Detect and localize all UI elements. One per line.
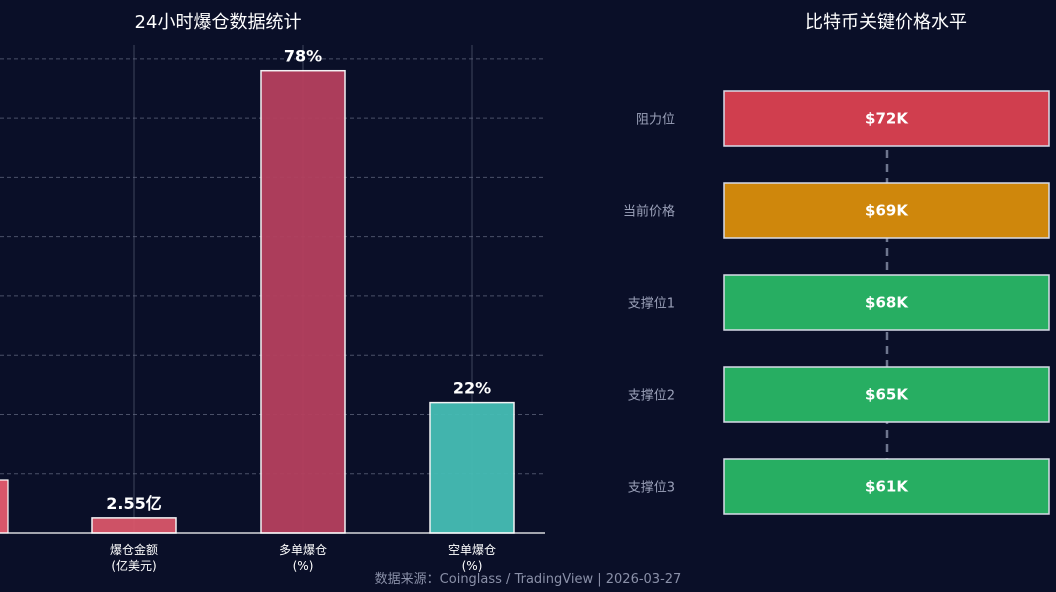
bar-data-label-0: 2.55亿 — [106, 494, 161, 513]
x-tick-label-2: 空单爆仓 — [448, 543, 496, 557]
bar-data-label-1: 78% — [284, 47, 322, 66]
level-box-4 — [723, 458, 1050, 515]
clipped-bar — [0, 479, 9, 534]
level-name-3: 支撑位2 — [628, 389, 675, 404]
x-tick-sublabel-1: (%) — [293, 559, 314, 573]
level-value-2: $68K — [865, 294, 909, 312]
level-name-2: 支撑位1 — [628, 297, 675, 312]
bar-1 — [260, 69, 346, 534]
level-name-0: 阻力位 — [636, 113, 675, 128]
liquidation-chart-title: 24小时爆仓数据统计 — [134, 12, 302, 33]
bar-2 — [429, 401, 515, 534]
level-value-1: $69K — [865, 202, 909, 220]
x-tick-sublabel-0: (亿美元) — [111, 558, 156, 573]
level-name-4: 支撑位3 — [628, 481, 675, 496]
level-box-3 — [723, 366, 1050, 423]
level-box-0 — [723, 90, 1050, 147]
data-source-footer: 数据来源：Coinglass / TradingView | 2026-03-2… — [374, 572, 682, 587]
x-tick-label-0: 爆仓金额 — [110, 542, 158, 557]
x-tick-sublabel-2: (%) — [462, 559, 483, 573]
level-box-2 — [723, 274, 1050, 331]
level-value-4: $61K — [865, 478, 909, 496]
bar-0 — [91, 517, 177, 534]
level-value-3: $65K — [865, 386, 909, 404]
level-name-1: 当前价格 — [623, 204, 675, 220]
price-levels-chart-title: 比特币关键价格水平 — [805, 12, 967, 33]
bar-data-label-2: 22% — [453, 379, 491, 398]
level-box-1 — [723, 182, 1050, 239]
x-tick-label-1: 多单爆仓 — [279, 543, 327, 557]
level-value-0: $72K — [865, 110, 909, 128]
